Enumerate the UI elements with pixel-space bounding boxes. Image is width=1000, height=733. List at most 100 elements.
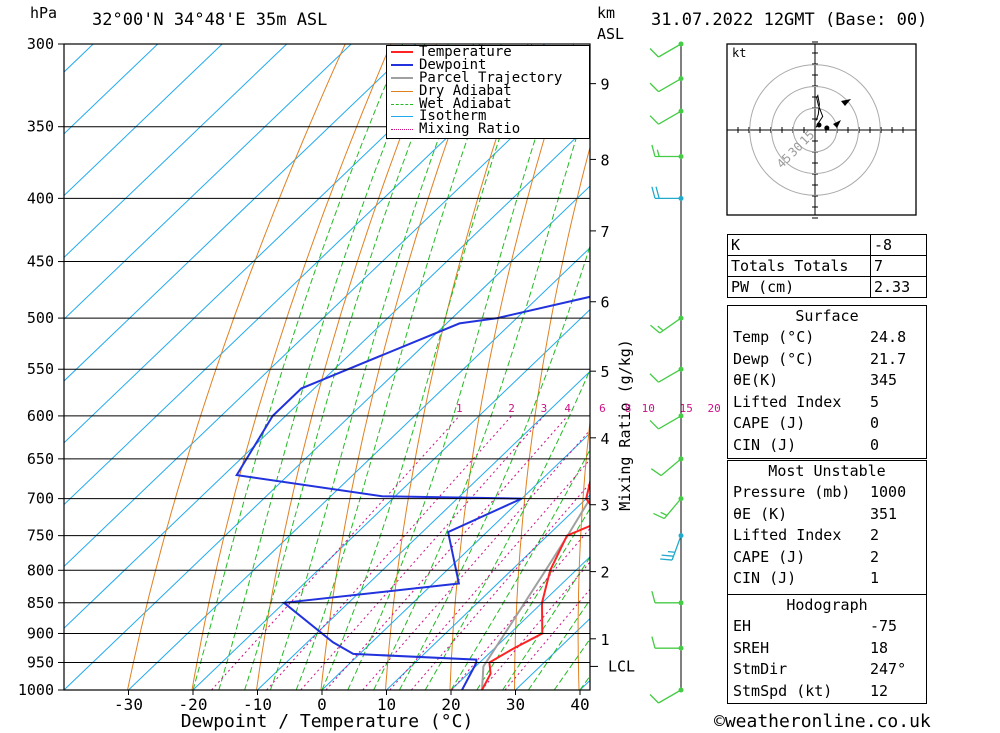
index-row: PW (cm) 2.33 bbox=[727, 276, 927, 298]
stat-row: θE (K) 351 bbox=[728, 504, 926, 526]
isotherm-line bbox=[64, 44, 352, 320]
hodograph-arrow bbox=[841, 99, 851, 106]
pressure-tick-label: 450 bbox=[27, 253, 54, 271]
temperature-tick-label: 10 bbox=[377, 695, 396, 714]
stat-label: Temp (°C) bbox=[733, 328, 815, 346]
hodograph-title: Hodograph bbox=[786, 596, 868, 614]
isotherm-line bbox=[386, 494, 590, 690]
pressure-tick-label: 900 bbox=[27, 624, 54, 642]
pressure-tick-label: 350 bbox=[27, 118, 54, 136]
legend-label: Wet Adiabat bbox=[419, 95, 512, 112]
wind-barb bbox=[649, 687, 684, 704]
stat-value: 2 bbox=[870, 526, 880, 545]
stat-row: CIN (J) 1 bbox=[728, 568, 926, 590]
stat-value: -75 bbox=[870, 617, 898, 635]
stat-row: CAPE (J) 2 bbox=[728, 547, 926, 569]
pressure-tick-label: 700 bbox=[27, 490, 54, 508]
hodograph-block: Hodograph EH -75 SREH 18 StmDir 247° StmSpd (k… bbox=[727, 594, 927, 704]
wind-barb-staff bbox=[663, 498, 682, 519]
wind-barb-flag bbox=[649, 115, 659, 125]
wind-barb bbox=[649, 108, 684, 125]
isotherm-line bbox=[64, 44, 223, 197]
wind-barb bbox=[651, 636, 684, 651]
index-row: K -8 bbox=[727, 234, 927, 256]
most-unstable-block: Most Unstable Pressure (mb) 1000 θE (K) 351… bbox=[727, 460, 927, 595]
mixing-ratio-line bbox=[389, 458, 590, 690]
copyright-link[interactable]: ©weatheronline.co.uk bbox=[714, 711, 931, 732]
stat-value: 0 bbox=[870, 414, 880, 433]
stat-value: 12 bbox=[870, 681, 889, 700]
stat-value: 345 bbox=[870, 371, 898, 390]
stat-value: 24.8 bbox=[870, 328, 907, 346]
legend-entry: Parcel Trajectory bbox=[387, 71, 589, 85]
stat-value: 18 bbox=[870, 638, 889, 657]
stat-value: 21.7 bbox=[870, 349, 907, 368]
wind-barb bbox=[651, 186, 684, 201]
legend-swatch bbox=[391, 77, 413, 80]
legend-label: Dry Adiabat bbox=[419, 82, 512, 99]
wind-barb-staff bbox=[658, 689, 682, 704]
stat-row: StmDir 247° bbox=[728, 659, 926, 681]
height-tick-label: 9 bbox=[600, 76, 609, 94]
stat-row: Lifted Index 2 bbox=[728, 525, 926, 547]
legend-label: Dewpoint bbox=[419, 56, 487, 73]
pressure-tick-label: 750 bbox=[27, 527, 54, 545]
height-tick-label: 4 bbox=[600, 430, 609, 448]
wind-barb-staff bbox=[658, 415, 682, 430]
location-title: 32°00'N 34°48'E 35m ASL bbox=[92, 10, 328, 30]
height-tick-label: 2 bbox=[600, 564, 609, 582]
pressure-tick-label: 1000 bbox=[18, 681, 54, 699]
stat-row: StmSpd (kt) 12 bbox=[728, 681, 926, 703]
legend-swatch bbox=[391, 64, 413, 67]
stat-row: Lifted Index 5 bbox=[728, 392, 926, 414]
pressure-tick-label: 550 bbox=[27, 360, 54, 378]
wet-adiabat-line bbox=[450, 448, 590, 690]
dry-adiabat-line bbox=[127, 44, 346, 690]
isotherm-line bbox=[64, 185, 590, 690]
wind-barb-staff bbox=[658, 43, 682, 58]
stat-row: CIN (J) 0 bbox=[728, 435, 926, 457]
height-tick-label: 5 bbox=[600, 363, 609, 381]
surface-wind-dot bbox=[816, 122, 822, 128]
mixing-ratio-label: 3 bbox=[541, 402, 548, 415]
wind-barb-staff bbox=[671, 535, 682, 561]
temperature-tick-label: -10 bbox=[243, 695, 272, 714]
pressure-tick-label: 800 bbox=[27, 561, 54, 579]
pressure-unit-label: hPa bbox=[30, 4, 58, 22]
wind-barb bbox=[651, 591, 684, 606]
mixing-ratio-line bbox=[410, 482, 590, 690]
wind-barb bbox=[649, 76, 684, 93]
stat-label: Dewp (°C) bbox=[733, 349, 815, 368]
temperature-line bbox=[481, 477, 590, 690]
wind-barb-flag bbox=[651, 186, 656, 199]
dry-adiabat-line bbox=[385, 44, 529, 690]
legend-label: Mixing Ratio bbox=[419, 121, 521, 138]
stat-value: 0 bbox=[870, 435, 880, 454]
mixing-ratio-label: 1 bbox=[456, 402, 463, 415]
wet-adiabat-line bbox=[424, 368, 590, 690]
mixing-ratio-label: 10 bbox=[642, 402, 655, 415]
index-value: 2.33 bbox=[870, 276, 927, 298]
wind-barb-staff bbox=[659, 317, 682, 334]
index-label: PW (cm) bbox=[727, 276, 871, 298]
legend-entry: Dewpoint bbox=[387, 56, 589, 73]
mixing-ratio-line bbox=[211, 415, 460, 690]
pressure-tick-label: 600 bbox=[27, 407, 54, 425]
storm-motion-dot bbox=[824, 125, 830, 131]
mixing-ratio-label: 20 bbox=[708, 402, 721, 415]
hodograph-trace bbox=[815, 94, 824, 128]
mixing-ratio-line bbox=[325, 415, 569, 690]
stat-label: θE(K) bbox=[733, 371, 779, 390]
dry-adiabat-line bbox=[922, 44, 967, 690]
stat-label: SREH bbox=[733, 638, 770, 657]
hodograph-ring bbox=[792, 107, 838, 153]
wind-barb-flag bbox=[667, 550, 676, 553]
isotherm-line bbox=[64, 44, 546, 506]
legend-swatch bbox=[391, 116, 413, 118]
wind-barb-flag bbox=[650, 468, 662, 477]
stat-row: Dewp (°C) 21.7 bbox=[728, 349, 926, 371]
hodograph-ring bbox=[771, 86, 859, 174]
legend-label: Temperature bbox=[419, 44, 512, 60]
lcl-label: LCL bbox=[608, 657, 635, 675]
